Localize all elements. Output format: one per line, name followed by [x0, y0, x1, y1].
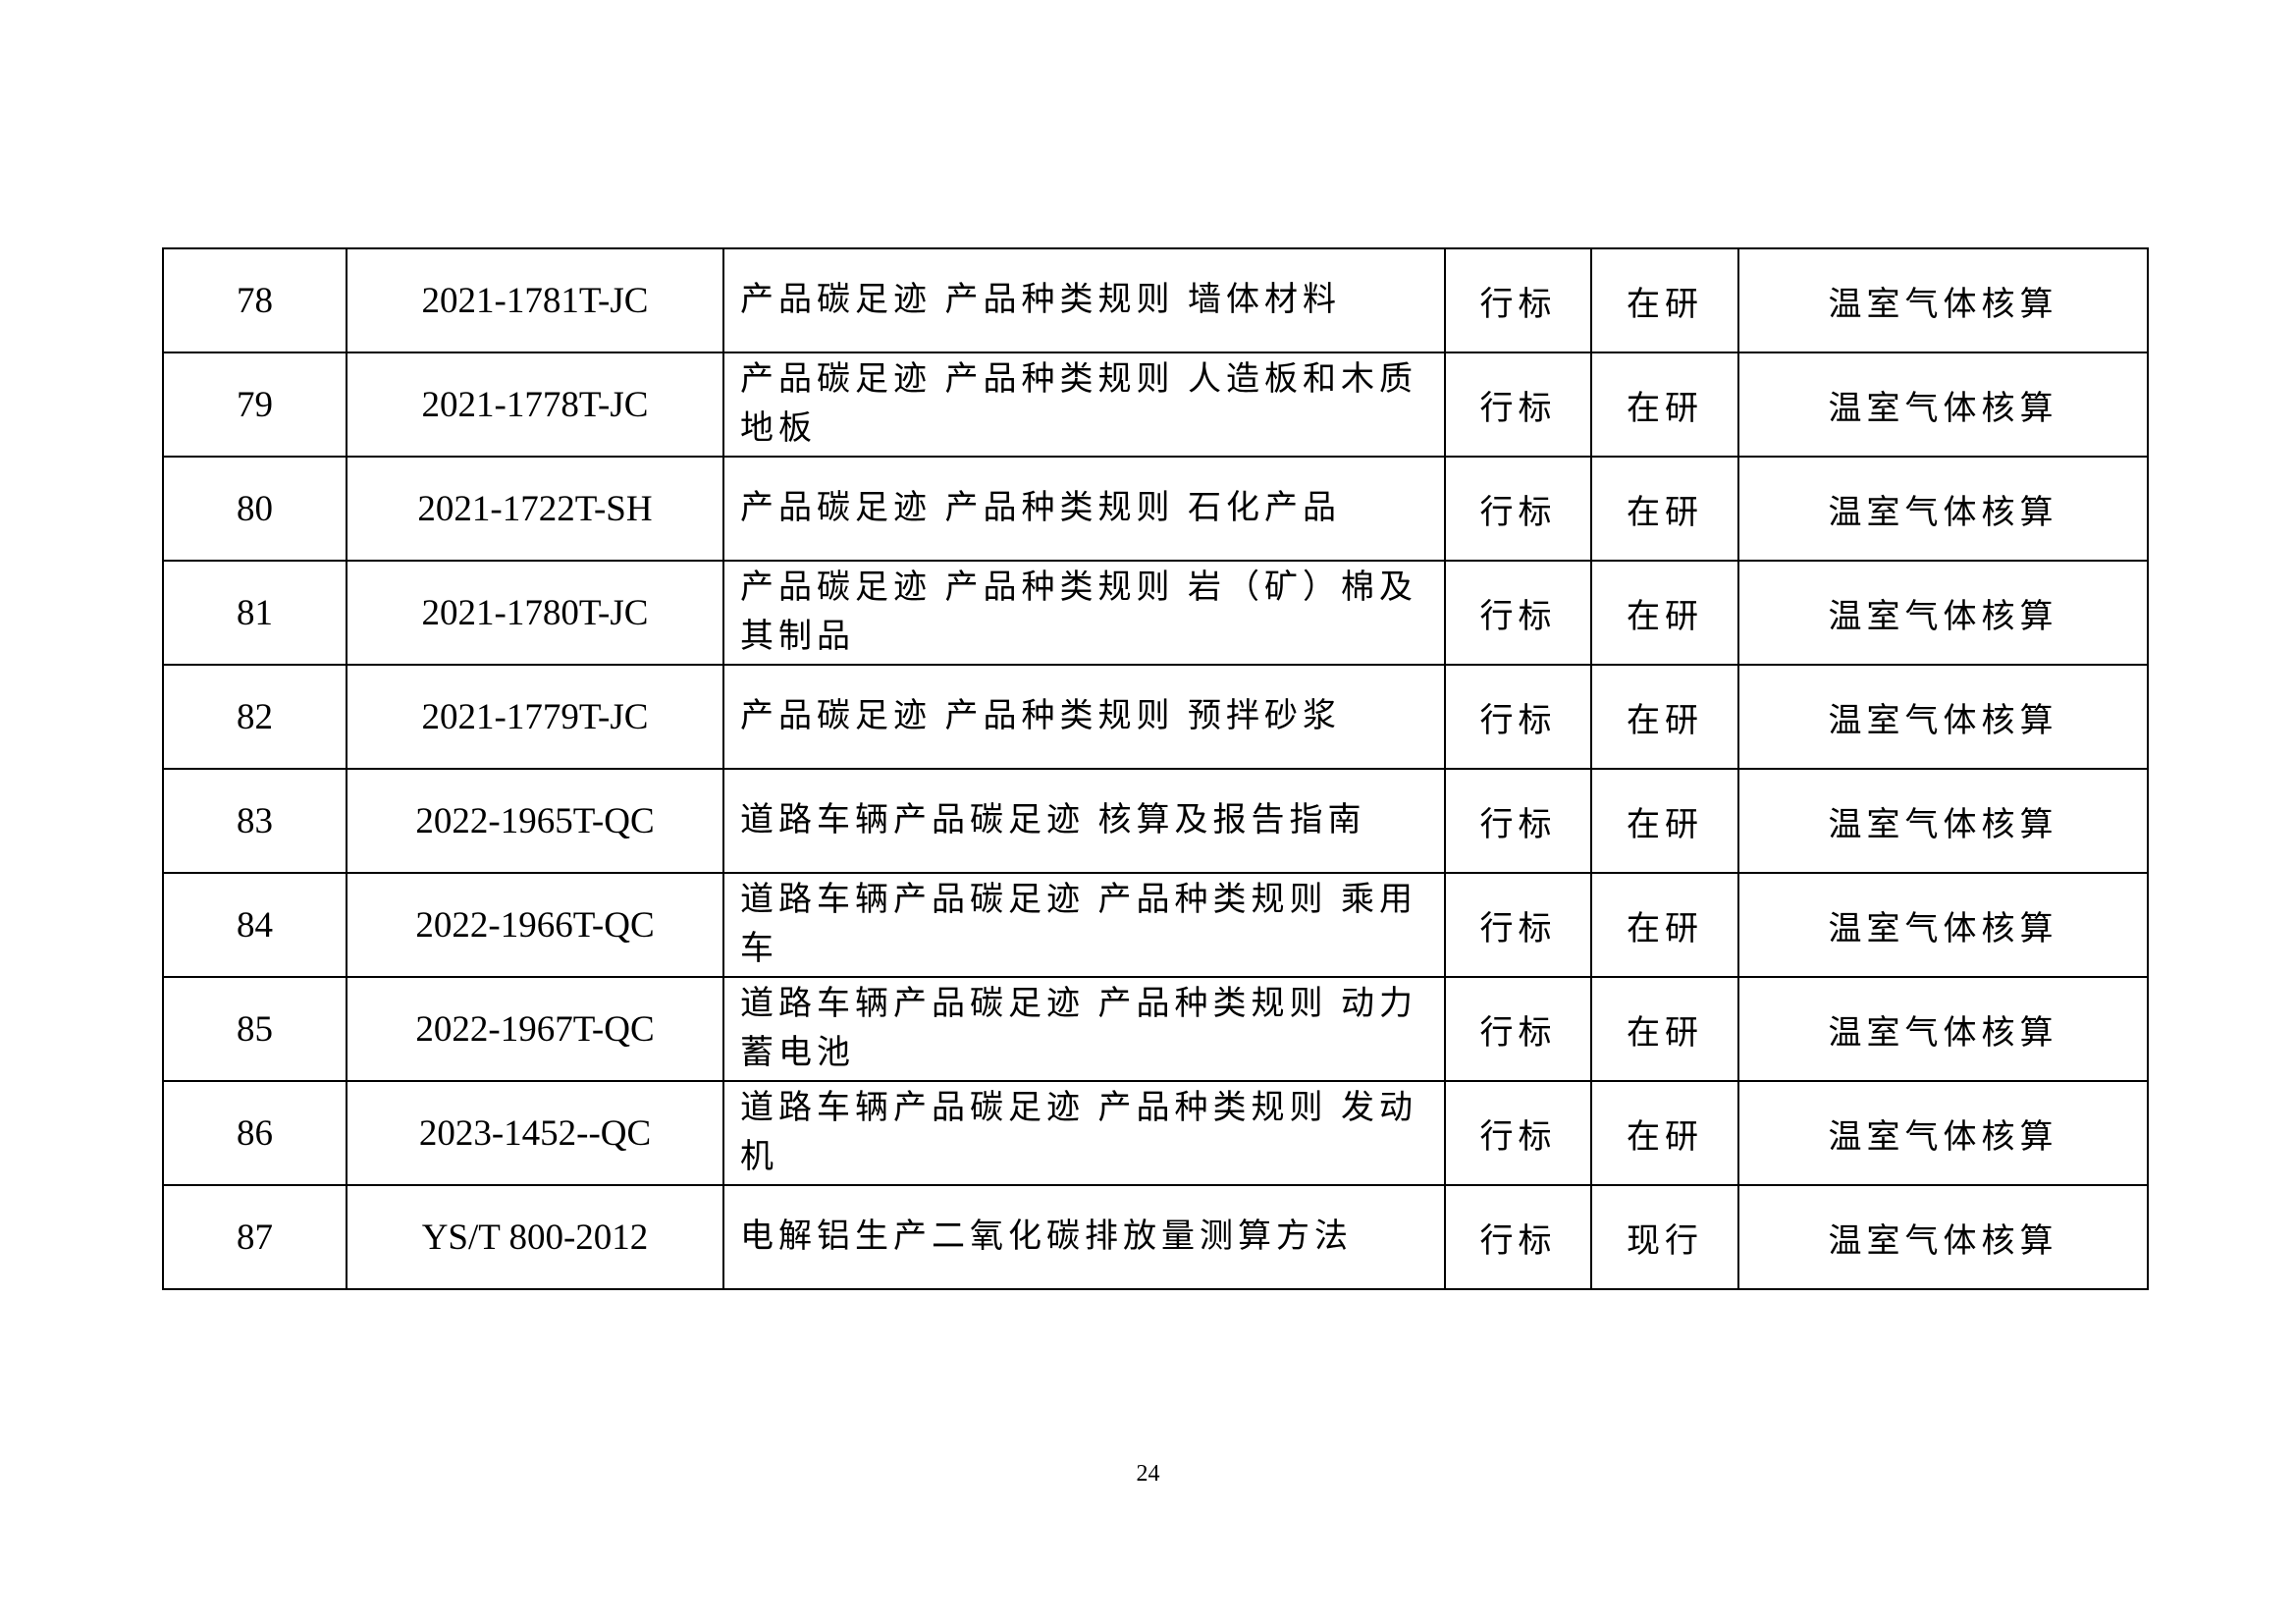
- table-row: 81 2021-1780T-JC 产品碳足迹 产品种类规则 岩（矿）棉及 其制品 行标在…: [162, 560, 2149, 666]
- standard-status: 在研: [1590, 768, 1739, 874]
- row-number: 81: [162, 560, 347, 666]
- standard-type: 行标: [1444, 247, 1592, 353]
- standard-title: 产品碳足迹 产品种类规则 预拌砂浆: [722, 664, 1446, 770]
- standard-code: 2022-1967T-QC: [346, 976, 724, 1082]
- standard-status: 现行: [1590, 1184, 1739, 1290]
- standard-title: 道路车辆产品碳足迹 产品种类规则 动力 蓄电池: [722, 976, 1446, 1082]
- table-row: 79 2021-1778T-JC 产品碳足迹 产品种类规则 人造板和木质 地板 行标 在研…: [162, 352, 2149, 458]
- standard-title: 道路车辆产品碳足迹 产品种类规则 发动机: [722, 1080, 1446, 1186]
- standard-code: 2021-1778T-JC: [346, 352, 724, 458]
- standard-type: 行标: [1444, 456, 1592, 562]
- standard-status: 在研: [1590, 352, 1739, 458]
- title-line: 其制品: [740, 619, 855, 655]
- table-row: 82 2021-1779T-JC 产品碳足迹 产品种类规则 预拌砂浆 行标 在研 温室气体…: [162, 664, 2149, 770]
- title-line: 地板: [740, 410, 817, 447]
- row-number: 83: [162, 768, 347, 874]
- standard-category: 温室气体核算: [1737, 560, 2149, 666]
- page-number: 24: [1136, 1461, 1160, 1487]
- standard-category: 温室气体核算: [1737, 872, 2149, 978]
- standard-title: 道路车辆产品碳足迹 产品种类规则 乘用车: [722, 872, 1446, 978]
- title-line: 道路车辆产品碳足迹 核算及报告指南: [740, 802, 1366, 839]
- standard-type: 行标: [1444, 768, 1592, 874]
- title-line: 道路车辆产品碳足迹 产品种类规则 动力: [740, 986, 1417, 1022]
- standard-code: YS/T 800-2012: [346, 1184, 724, 1290]
- standard-type: 行标: [1444, 976, 1592, 1082]
- title-line: 产品碳足迹 产品种类规则 石化产品: [740, 490, 1341, 526]
- standard-title: 道路车辆产品碳足迹 核算及报告指南: [722, 768, 1446, 874]
- title-line: 电解铝生产二氧化碳排放量测算方法: [740, 1218, 1353, 1255]
- standard-category: 温室气体核算: [1737, 352, 2149, 458]
- standard-category: 温室气体核算: [1737, 664, 2149, 770]
- table-row: 80 2021-1722T-SH 产品碳足迹 产品种类规则 石化产品 行标 在研 温室气体…: [162, 456, 2149, 562]
- standard-status: 在研: [1590, 1080, 1739, 1186]
- standard-status: 在研: [1590, 560, 1739, 666]
- standard-title: 电解铝生产二氧化碳排放量测算方法: [722, 1184, 1446, 1290]
- row-number: 80: [162, 456, 347, 562]
- row-number: 82: [162, 664, 347, 770]
- standard-title: 产品碳足迹 产品种类规则 石化产品: [722, 456, 1446, 562]
- title-line: 产品碳足迹 产品种类规则 人造板和木质: [740, 361, 1417, 398]
- table-row: 78 2021-1781T-JC 产品碳足迹 产品种类规则 墙体材料 行标 在研 温室气体…: [162, 247, 2149, 353]
- standard-category: 温室气体核算: [1737, 1184, 2149, 1290]
- title-line: 产品碳足迹 产品种类规则 岩（矿）棉及: [740, 569, 1417, 606]
- standard-title: 产品碳足迹 产品种类规则 人造板和木质 地板: [722, 352, 1446, 458]
- standard-type: 行标: [1444, 1080, 1592, 1186]
- standard-status: 在研: [1590, 456, 1739, 562]
- row-number: 86: [162, 1080, 347, 1186]
- standard-type: 行标: [1444, 664, 1592, 770]
- standard-code: 2023-1452--QC: [346, 1080, 724, 1186]
- table-row: 87 YS/T 800-2012 电解铝生产二氧化碳排放量测算方法 行标 现行 温室气体核…: [162, 1184, 2149, 1290]
- standard-category: 温室气体核算: [1737, 976, 2149, 1082]
- standard-category: 温室气体核算: [1737, 768, 2149, 874]
- standard-title: 产品碳足迹 产品种类规则 岩（矿）棉及 其制品: [722, 560, 1446, 666]
- standard-type: 行标: [1444, 560, 1592, 666]
- standard-title: 产品碳足迹 产品种类规则 墙体材料: [722, 247, 1446, 353]
- standard-type: 行标: [1444, 1184, 1592, 1290]
- table-row: 83 2022-1965T-QC 道路车辆产品碳足迹 核算及报告指南 行标 在研 温室气体…: [162, 768, 2149, 874]
- standard-code: 2021-1780T-JC: [346, 560, 724, 666]
- title-line: 机: [740, 1139, 778, 1175]
- standard-status: 在研: [1590, 872, 1739, 978]
- standard-type: 行标: [1444, 352, 1592, 458]
- title-line: 道路车辆产品碳足迹 产品种类规则 发动: [740, 1090, 1417, 1126]
- standard-code: 2021-1781T-JC: [346, 247, 724, 353]
- standard-status: 在研: [1590, 247, 1739, 353]
- title-line: 蓄电池: [740, 1035, 855, 1071]
- standard-category: 温室气体核算: [1737, 1080, 2149, 1186]
- standard-code: 2022-1966T-QC: [346, 872, 724, 978]
- title-line: 产品碳足迹 产品种类规则 预拌砂浆: [740, 698, 1341, 734]
- standard-code: 2021-1779T-JC: [346, 664, 724, 770]
- title-line: 车: [740, 931, 778, 967]
- standard-code: 2021-1722T-SH: [346, 456, 724, 562]
- row-number: 79: [162, 352, 347, 458]
- row-number: 78: [162, 247, 347, 353]
- row-number: 87: [162, 1184, 347, 1290]
- row-number: 85: [162, 976, 347, 1082]
- standard-category: 温室气体核算: [1737, 247, 2149, 353]
- standard-category: 温室气体核算: [1737, 456, 2149, 562]
- standards-table: 78 2021-1781T-JC 产品碳足迹 产品种类规则 墙体材料 行标 在研 温室气体…: [162, 247, 2149, 1290]
- row-number: 84: [162, 872, 347, 978]
- standard-status: 在研: [1590, 664, 1739, 770]
- table-row: 85 2022-1967T-QC 道路车辆产品碳足迹 产品种类规则 动力 蓄电池 行标在…: [162, 976, 2149, 1082]
- title-line: 产品碳足迹 产品种类规则 墙体材料: [740, 282, 1341, 318]
- table-row: 86 2023-1452--QC 道路车辆产品碳足迹 产品种类规则 发动机行标 在研温…: [162, 1080, 2149, 1186]
- title-line: 道路车辆产品碳足迹 产品种类规则 乘用: [740, 882, 1417, 918]
- standard-code: 2022-1965T-QC: [346, 768, 724, 874]
- standard-status: 在研: [1590, 976, 1739, 1082]
- standard-type: 行标: [1444, 872, 1592, 978]
- table-row: 84 2022-1966T-QC 道路车辆产品碳足迹 产品种类规则 乘用车行标 在研温…: [162, 872, 2149, 978]
